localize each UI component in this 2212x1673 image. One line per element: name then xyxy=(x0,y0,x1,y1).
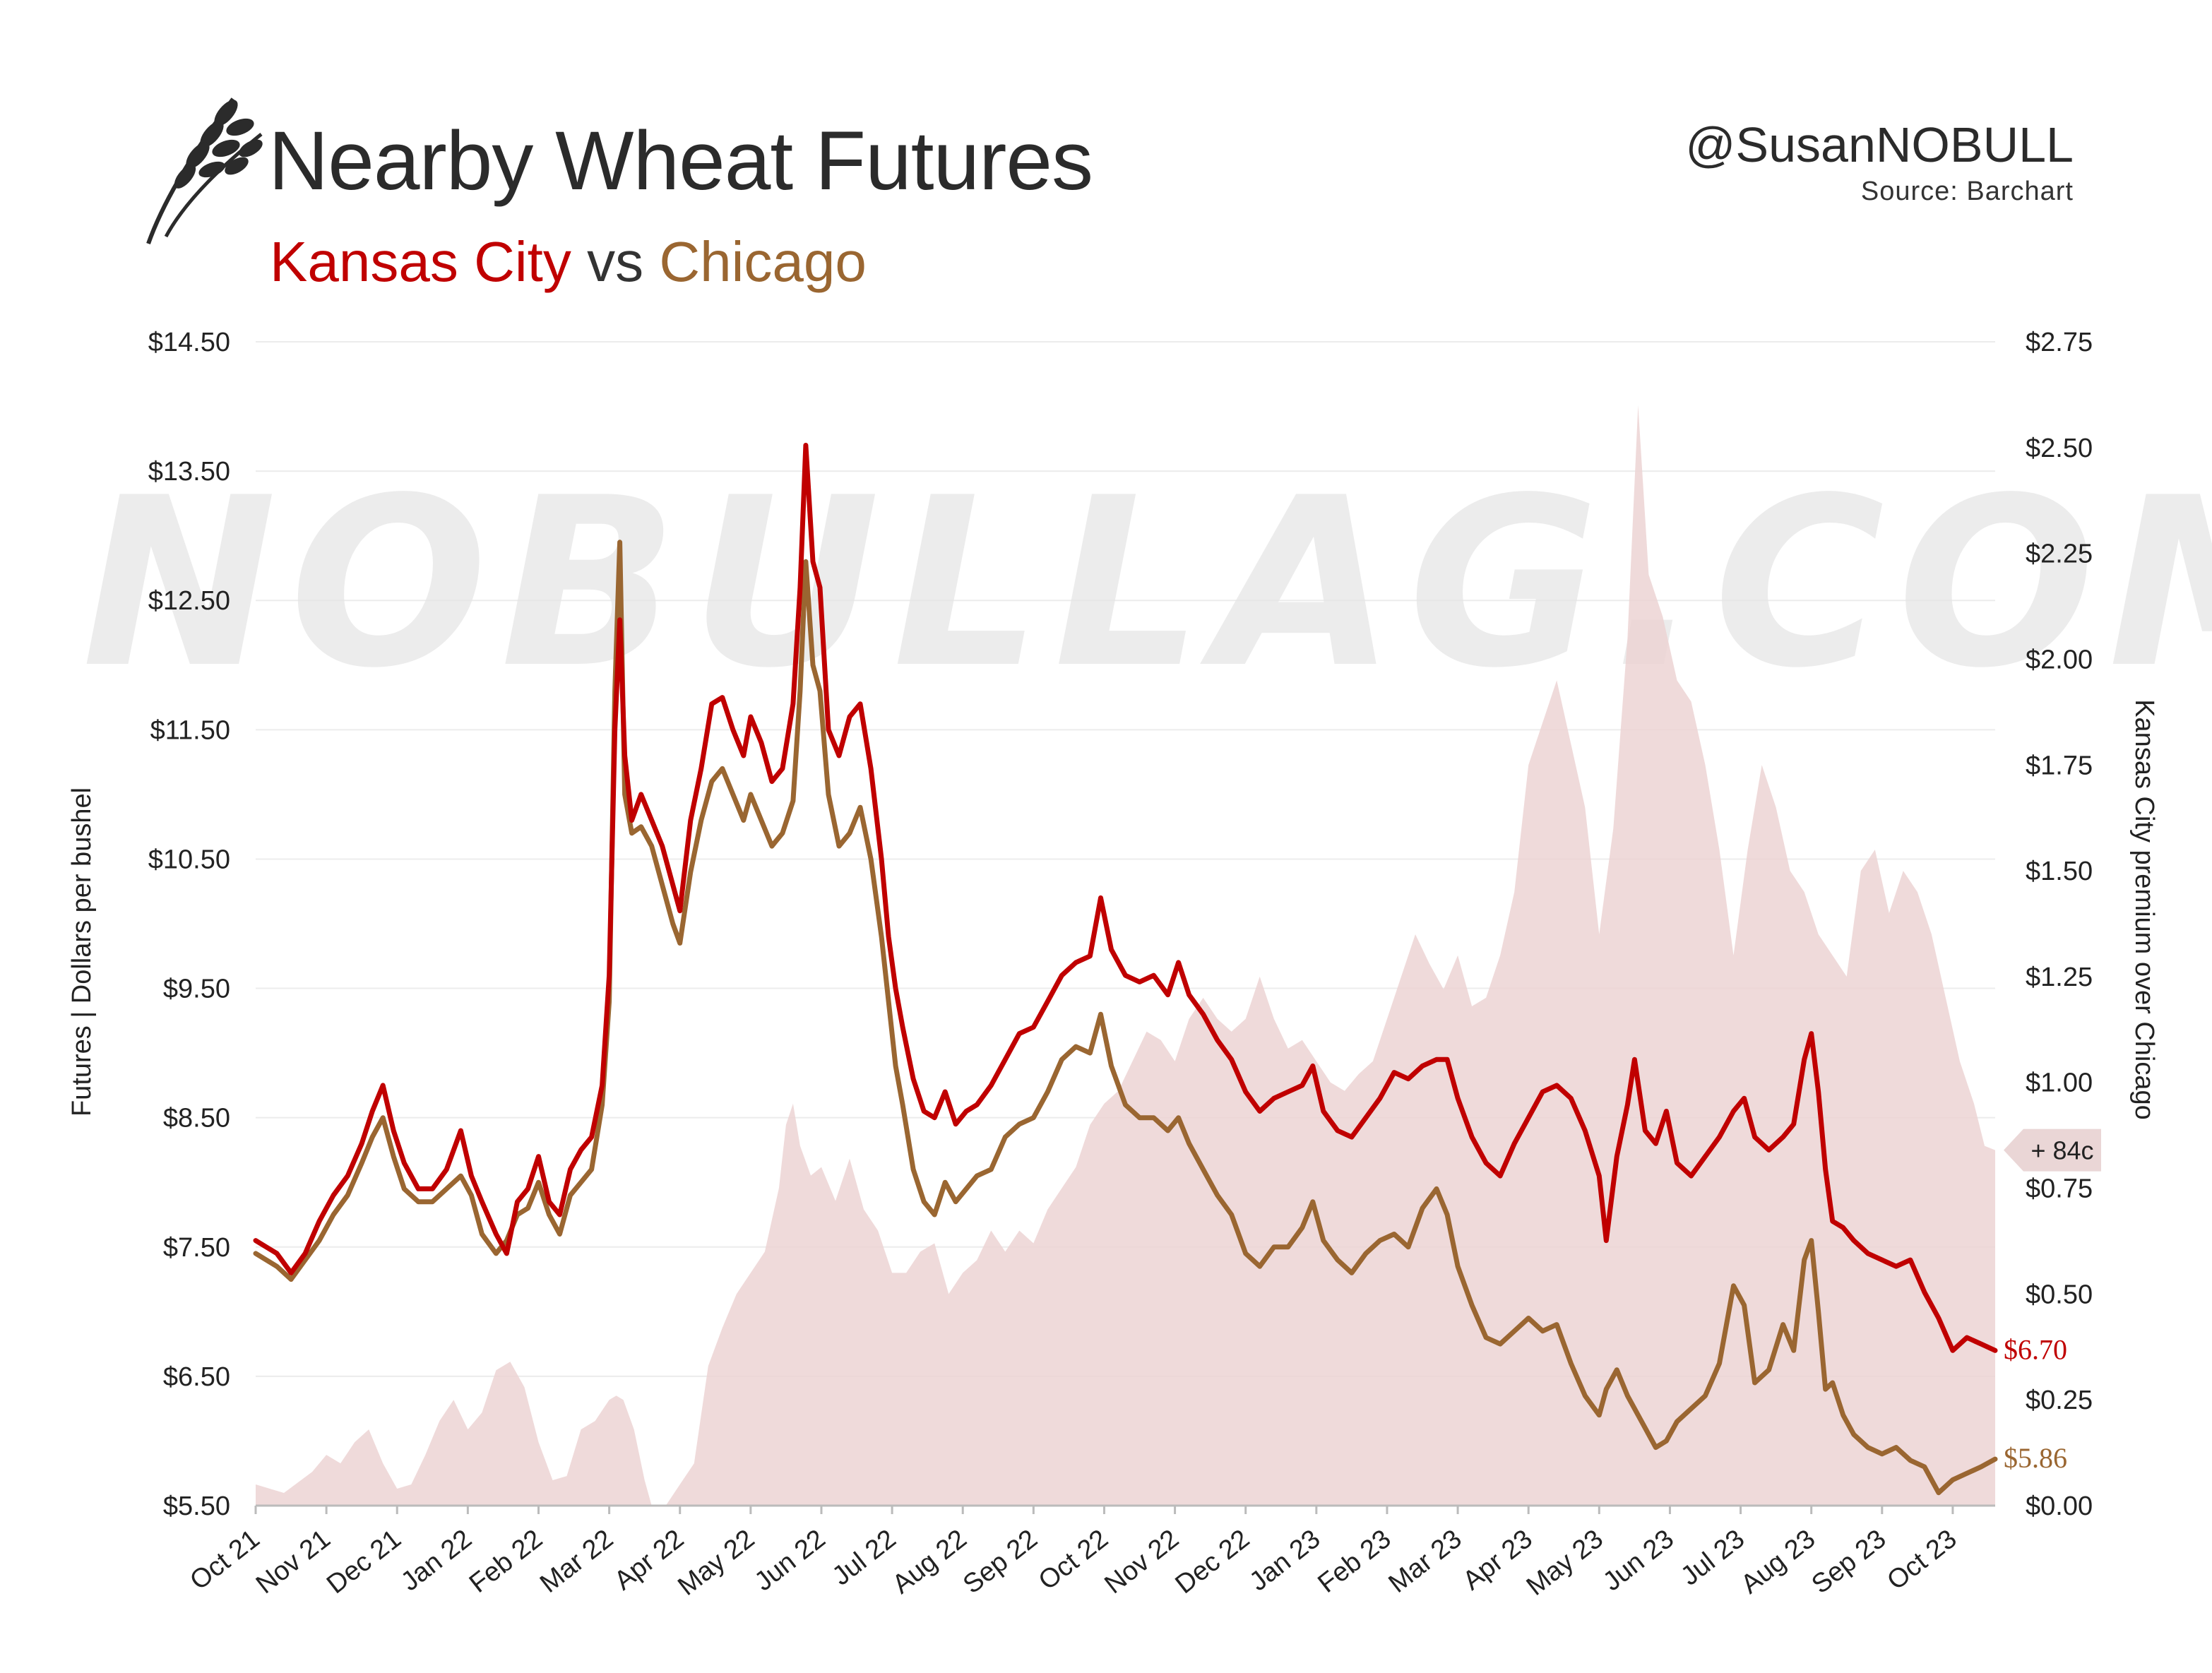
y-right-tick-label: $2.00 xyxy=(2026,645,2093,674)
subtitle-kansas-city: Kansas City xyxy=(270,230,571,293)
x-tick-label: Aug 22 xyxy=(887,1524,973,1600)
y-right-tick-label: $0.25 xyxy=(2026,1386,2093,1415)
y-right-tick-label: $1.50 xyxy=(2026,857,2093,886)
subtitle-vs: vs xyxy=(587,230,644,293)
kansas-city-last-value: $6.70 xyxy=(2004,1333,2067,1365)
author-handle: @SusanNOBULL xyxy=(1685,117,2074,172)
wheat-icon xyxy=(146,97,263,244)
y-right-axis-title: Kansas City premium over Chicago xyxy=(2129,699,2159,1120)
y-left-tick-label: $13.50 xyxy=(148,457,230,487)
x-tick-label: Jan 22 xyxy=(396,1524,477,1597)
premium-area-fill xyxy=(256,405,1995,1506)
y-right-tick-label: $0.00 xyxy=(2026,1492,2093,1521)
x-tick-label: Oct 22 xyxy=(1033,1524,1114,1596)
y-right-tick-label: $1.00 xyxy=(2026,1068,2093,1098)
x-tick-label: Mar 23 xyxy=(1384,1524,1468,1599)
y-right-tick-label: $0.50 xyxy=(2026,1280,2093,1309)
chicago-last-value: $5.86 xyxy=(2004,1442,2067,1474)
x-tick-label: Feb 22 xyxy=(464,1524,548,1599)
x-tick-label: Sep 23 xyxy=(1807,1524,1892,1600)
source-note: Source: Barchart xyxy=(1860,177,2074,206)
y-right-tick-label: $1.75 xyxy=(2026,751,2093,780)
y-left-tick-label: $6.50 xyxy=(163,1362,230,1392)
y-right-tick-label: $2.75 xyxy=(2026,328,2093,357)
chart-subtitle: Kansas City vs Chicago xyxy=(270,230,867,294)
premium-last-value: + 84c xyxy=(2030,1136,2093,1165)
x-tick-label: Nov 22 xyxy=(1099,1524,1184,1600)
y-left-tick-label: $12.50 xyxy=(148,586,230,616)
y-left-tick-label: $8.50 xyxy=(163,1104,230,1133)
kansas-city-line xyxy=(253,443,1998,1353)
y-right-tick-label: $1.25 xyxy=(2026,963,2093,992)
y-left-tick-label: $5.50 xyxy=(163,1492,230,1521)
x-tick-label: Feb 23 xyxy=(1312,1524,1396,1599)
y-left-tick-label: $7.50 xyxy=(163,1233,230,1263)
x-tick-label: Jun 23 xyxy=(1598,1524,1679,1597)
x-tick-label: Jan 23 xyxy=(1244,1524,1326,1597)
y-left-tick-label: $10.50 xyxy=(148,845,230,874)
x-tick-label: Mar 22 xyxy=(535,1524,619,1599)
y-right-tick-label: $2.50 xyxy=(2026,434,2093,463)
x-tick-label: Oct 21 xyxy=(184,1524,265,1596)
chicago-line xyxy=(253,540,1998,1496)
x-tick-label: Dec 21 xyxy=(321,1524,407,1600)
x-tick-label: Nov 21 xyxy=(251,1524,336,1600)
subtitle-chicago: Chicago xyxy=(659,230,867,293)
x-tick-label: Oct 23 xyxy=(1881,1524,1962,1596)
premium-area xyxy=(256,405,1995,1506)
x-tick-label: Aug 23 xyxy=(1735,1524,1821,1600)
x-tick-label: Jun 22 xyxy=(749,1524,831,1597)
x-tick-label: Sep 22 xyxy=(958,1524,1043,1600)
price-lines xyxy=(253,443,1998,1496)
y-left-axis-title: Futures | Dollars per bushel xyxy=(67,787,97,1117)
x-tick-label: May 23 xyxy=(1521,1524,1609,1602)
y-right-tick-label: $0.75 xyxy=(2026,1174,2093,1204)
chart-title: Nearby Wheat Futures xyxy=(268,114,1093,208)
x-tick-label: May 22 xyxy=(672,1524,760,1602)
y-right-tick-label: $2.25 xyxy=(2026,540,2093,569)
watermark-text: NOBULLAG.COM xyxy=(82,448,2212,719)
y-left-tick-label: $11.50 xyxy=(150,715,230,745)
watermark: NOBULLAG.COM xyxy=(82,448,2212,719)
premium-label-tag xyxy=(2004,1129,2101,1172)
y-left-tick-label: $9.50 xyxy=(163,975,230,1004)
axes xyxy=(254,1504,1995,1514)
annotations: $6.70 $5.86 + 84c xyxy=(2004,1129,2101,1474)
grid-lines xyxy=(256,341,1995,1377)
x-tick-label: Dec 22 xyxy=(1170,1524,1256,1600)
y-left-tick-label: $14.50 xyxy=(148,328,230,357)
